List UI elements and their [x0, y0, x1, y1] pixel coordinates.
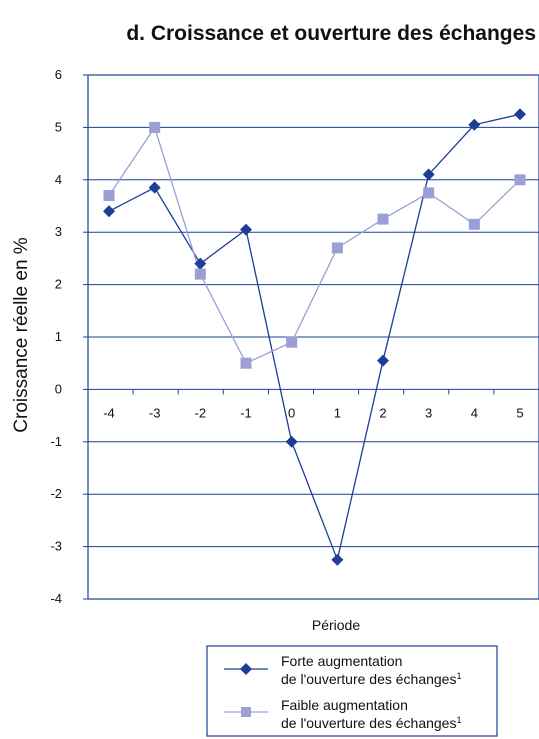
square-marker [423, 187, 434, 198]
square-marker [378, 214, 389, 225]
x-tick-label: 1 [334, 405, 341, 420]
x-tick-label: 5 [516, 405, 523, 420]
y-tick-labels: 6 5 4 3 2 1 0 -1 -2 -3 -4 [50, 67, 62, 606]
diamond-marker [240, 224, 252, 236]
x-tick-label: -2 [195, 405, 207, 420]
square-marker [104, 190, 115, 201]
x-axis-ticks [88, 389, 539, 394]
legend: Forte augmentation de l'ouverture des éc… [207, 646, 497, 736]
x-tick-label: 3 [425, 405, 432, 420]
y-tick-label: -3 [50, 539, 62, 554]
x-tick-label: -1 [240, 405, 252, 420]
legend-faible-line2: de l'ouverture des échanges1 [281, 715, 461, 731]
diamond-marker [331, 554, 343, 566]
x-tick-label: 4 [471, 405, 478, 420]
y-tick-label: 3 [55, 224, 62, 239]
legend-faible-line1: Faible augmentation [281, 697, 408, 713]
legend-forte-line2: de l'ouverture des échanges1 [281, 671, 461, 687]
y-tick-label: 0 [55, 381, 62, 396]
series-line-1 [109, 127, 520, 363]
y-axis-label: Croissance réelle en % [11, 237, 32, 432]
square-marker [241, 358, 252, 369]
diamond-marker [103, 205, 115, 217]
diamond-marker [149, 182, 161, 194]
chart-title: d. Croissance et ouverture des échanges [126, 22, 536, 45]
x-tick-label: -3 [149, 405, 161, 420]
legend-forte-line1: Forte augmentation [281, 653, 402, 669]
y-tick-label: 5 [55, 119, 62, 134]
x-axis-label: Période [312, 617, 360, 633]
x-tick-label: -4 [103, 405, 115, 420]
square-marker [195, 269, 206, 280]
legend-square-marker [241, 707, 251, 717]
y-tick-label: 4 [55, 172, 62, 187]
square-marker [149, 122, 160, 133]
y-tick-label: -4 [50, 591, 62, 606]
y-tick-label: 2 [55, 277, 62, 292]
y-tick-label: -2 [50, 486, 62, 501]
y-tick-label: 6 [55, 67, 62, 82]
y-tick-label: -1 [50, 434, 62, 449]
diamond-marker [514, 108, 526, 120]
diamond-marker [377, 355, 389, 367]
y-tick-label: 1 [55, 329, 62, 344]
x-tick-label: 2 [379, 405, 386, 420]
square-marker [332, 242, 343, 253]
grid [83, 75, 539, 599]
square-marker [286, 337, 297, 348]
square-marker [469, 219, 480, 230]
square-marker [515, 174, 526, 185]
diamond-marker [286, 436, 298, 448]
x-tick-labels: -4 -3 -2 -1 0 1 2 3 4 5 [103, 405, 523, 420]
x-tick-label: 0 [288, 405, 295, 420]
